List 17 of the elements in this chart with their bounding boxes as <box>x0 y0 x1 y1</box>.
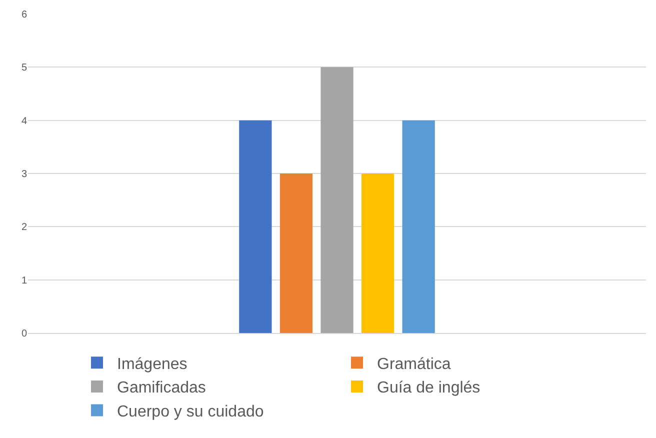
legend-label: Imágenes <box>117 356 188 373</box>
bar <box>402 120 435 333</box>
legend-label: Cuerpo y su cuidado <box>117 404 264 420</box>
y-tick-label: 0 <box>21 328 28 340</box>
legend-label: Guía de inglés <box>377 380 480 397</box>
bar <box>280 174 313 333</box>
legend-label: Gamificadas <box>117 380 206 397</box>
legend-label: Gramática <box>377 356 451 373</box>
y-tick-label: 1 <box>21 275 28 286</box>
y-tick-label: 2 <box>21 222 28 234</box>
bar <box>361 174 394 333</box>
y-tick-label: 5 <box>21 62 28 74</box>
y-tick-label: 6 <box>21 10 28 20</box>
y-tick-label: 4 <box>21 116 28 127</box>
y-tick-label: 3 <box>21 169 28 180</box>
bar <box>239 120 272 333</box>
bar <box>320 67 354 333</box>
